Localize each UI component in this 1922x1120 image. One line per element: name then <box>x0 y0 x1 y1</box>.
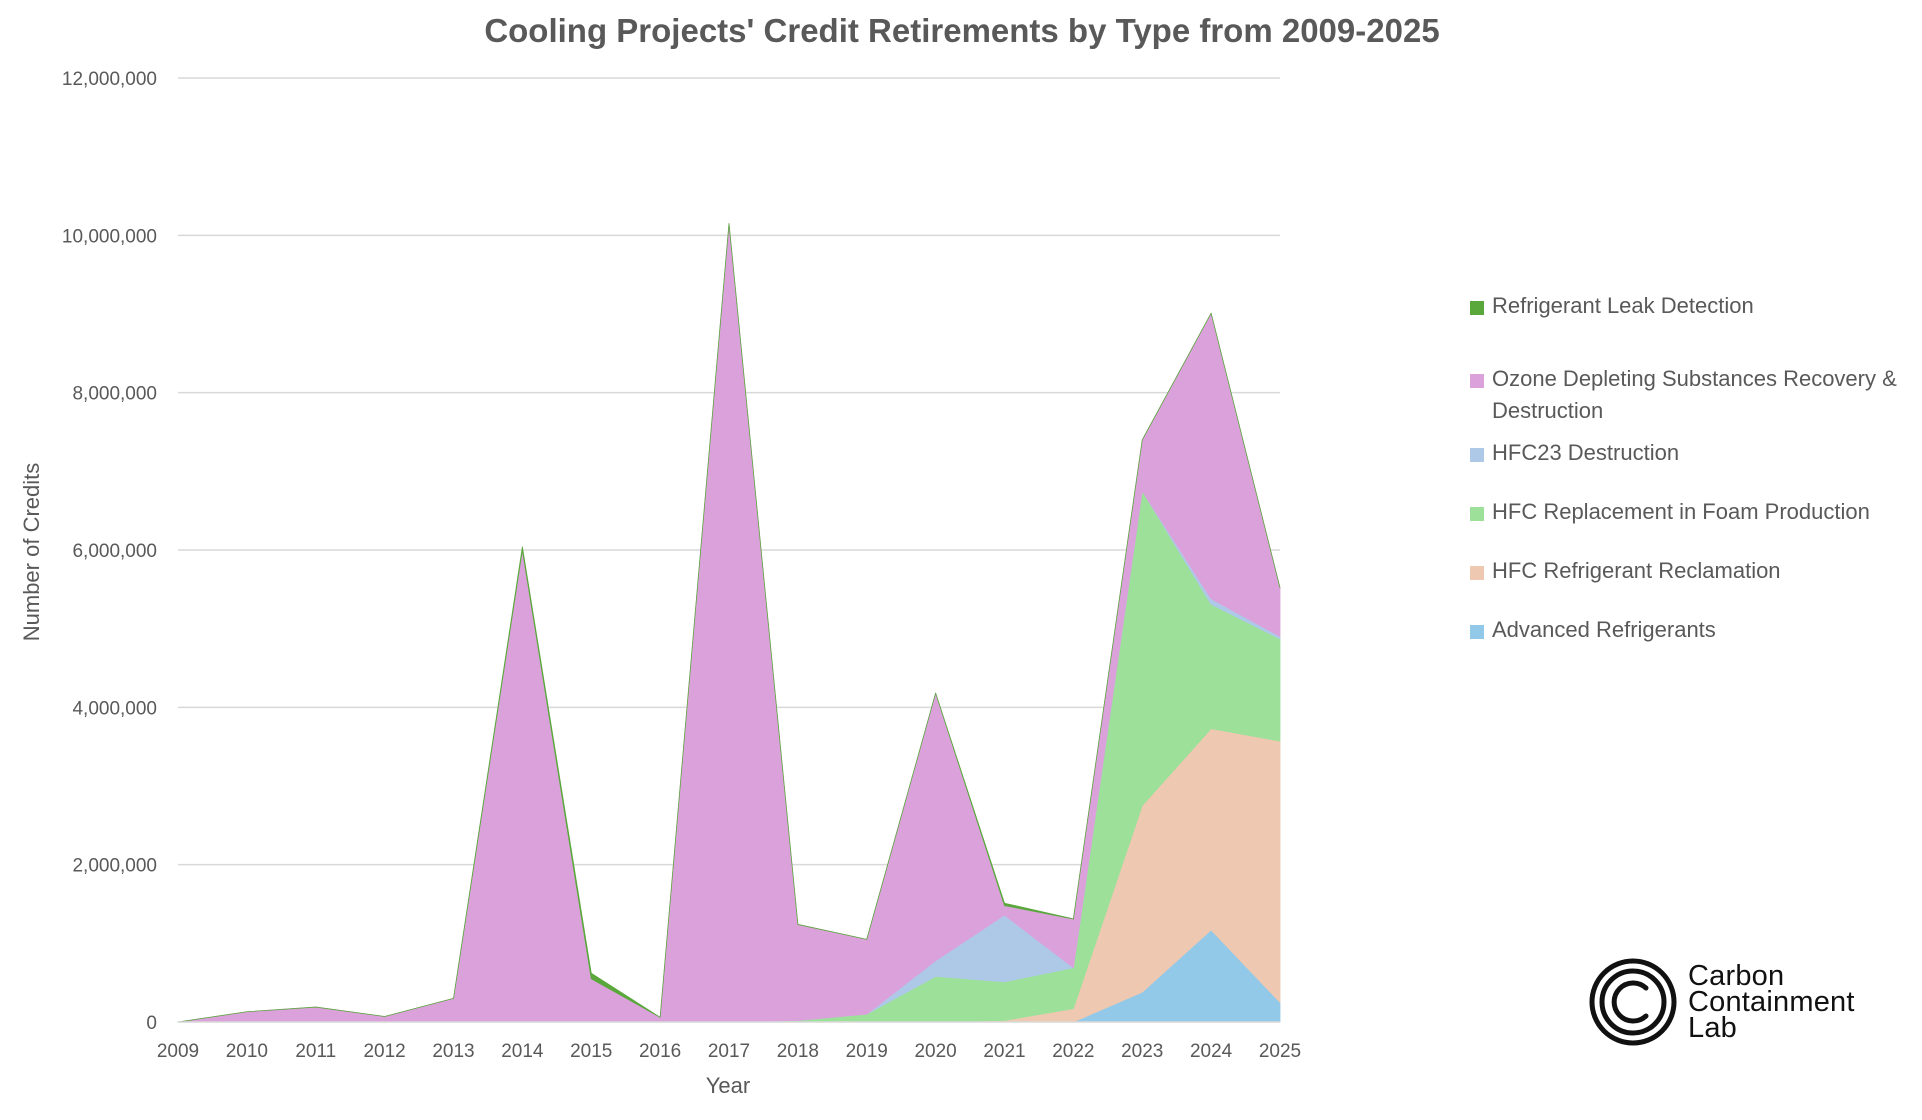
y-tick-label: 0 <box>146 1013 157 1034</box>
x-tick-label: 2018 <box>777 1041 819 1062</box>
y-tick-label: 10,000,000 <box>62 226 157 247</box>
logo-line-2: Containment <box>1688 986 1855 1018</box>
x-tick-label: 2022 <box>1052 1041 1094 1062</box>
logo-line-1: Carbon <box>1688 960 1785 992</box>
legend-item-ozone-depleting-substances-recovery-destruction: Ozone Depleting Substances Recovery & De… <box>1470 363 1920 427</box>
x-tick-label: 2014 <box>501 1041 544 1062</box>
legend-label: Advanced Refrigerants <box>1492 617 1716 642</box>
legend-item-refrigerant-leak-detection: Refrigerant Leak Detection <box>1470 290 1920 322</box>
y-tick-labels: 0 2,000,000 4,000,000 6,000,000 8,000,000 10,… <box>62 69 157 1034</box>
x-tick-label: 2019 <box>846 1041 888 1062</box>
x-tick-label: 2009 <box>157 1041 199 1062</box>
chart-legend: Refrigerant Leak Detection Ozone Depletin… <box>1470 290 1920 646</box>
legend-item-hfc-replacement-in-foam-production: HFC Replacement in Foam Production <box>1470 496 1920 528</box>
logo-circle-c-icon <box>1589 958 1677 1046</box>
x-axis-title: Year <box>706 1073 750 1098</box>
logo-wordmark: Carbon Containment Lab <box>1688 960 1855 1044</box>
x-tick-label: 2016 <box>639 1041 681 1062</box>
legend-swatch <box>1470 301 1484 315</box>
area-refrigerant-leak-detection <box>177 223 1281 1023</box>
y-tick-label: 8,000,000 <box>72 384 157 405</box>
x-tick-label: 2023 <box>1121 1041 1163 1062</box>
x-tick-label: 2015 <box>570 1041 612 1062</box>
chart-title: Cooling Projects' Credit Retirements by … <box>484 12 1439 49</box>
legend-swatch <box>1470 374 1484 388</box>
y-tick-label: 12,000,000 <box>62 69 157 90</box>
x-tick-label: 2024 <box>1190 1041 1233 1062</box>
x-tick-label: 2010 <box>226 1041 268 1062</box>
legend-swatch <box>1470 448 1484 462</box>
x-tick-label: 2011 <box>295 1041 336 1062</box>
logo-line-3: Lab <box>1688 1012 1737 1044</box>
legend-label: HFC23 Destruction <box>1492 440 1680 465</box>
area-series-layer <box>177 223 1281 1023</box>
x-tick-label: 2012 <box>363 1041 405 1062</box>
legend-swatch <box>1470 566 1484 580</box>
x-tick-label: 2025 <box>1259 1041 1301 1062</box>
y-tick-label: 2,000,000 <box>72 856 157 877</box>
legend-label: HFC Refrigerant Reclamation <box>1492 558 1781 583</box>
legend-swatch <box>1470 507 1484 521</box>
x-tick-labels: 2009 2010 2011 2012 2013 2014 2015 2016 2017 2018… <box>157 1041 1301 1062</box>
x-tick-label: 2021 <box>983 1041 1025 1062</box>
legend-swatch <box>1470 625 1484 639</box>
x-tick-label: 2017 <box>708 1041 750 1062</box>
x-tick-label: 2020 <box>914 1041 956 1062</box>
legend-label: HFC Replacement in Foam Production <box>1492 499 1870 524</box>
legend-item-hfc23-destruction: HFC23 Destruction <box>1470 437 1920 469</box>
legend-label: Refrigerant Leak Detection <box>1492 293 1754 318</box>
legend-item-hfc-refrigerant-reclamation: HFC Refrigerant Reclamation <box>1470 555 1920 587</box>
y-tick-label: 4,000,000 <box>72 698 157 719</box>
carbon-containment-lab-logo: Carbon Containment Lab <box>1588 955 1888 1055</box>
y-tick-label: 6,000,000 <box>72 541 157 562</box>
x-tick-label: 2013 <box>432 1041 474 1062</box>
y-axis-title: Number of Credits <box>19 463 44 642</box>
legend-label: Ozone Depleting Substances Recovery & De… <box>1492 366 1897 423</box>
legend-item-advanced-refrigerants: Advanced Refrigerants <box>1470 614 1920 646</box>
